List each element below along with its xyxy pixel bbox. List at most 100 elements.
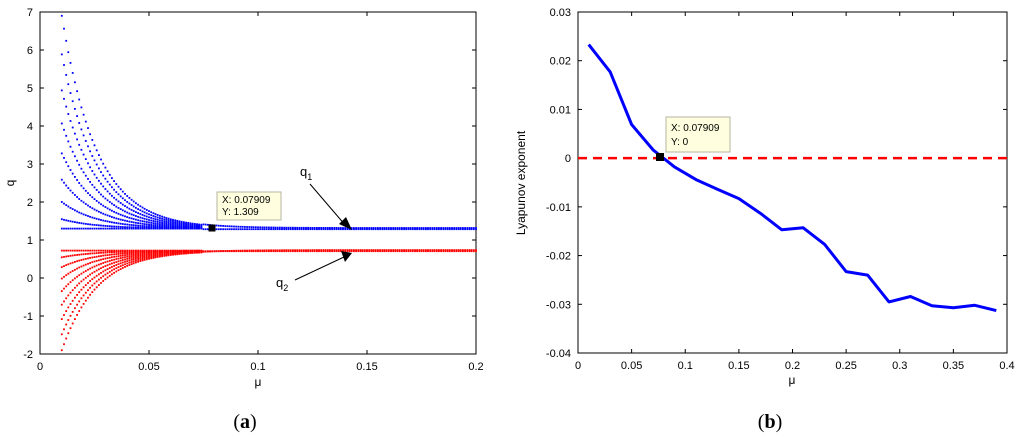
q2-point (63, 256, 65, 258)
q2-point (217, 250, 220, 253)
q2-point (411, 250, 414, 253)
q2-point (344, 249, 347, 251)
q1-point (248, 226, 251, 228)
q2-point (132, 260, 135, 263)
q2-point (292, 249, 294, 252)
q2-point (459, 249, 462, 251)
q1-point (126, 227, 129, 230)
q2-point (117, 251, 120, 253)
q2-point (95, 249, 98, 252)
y-tick-label: 0 (27, 273, 33, 285)
q2-point (145, 253, 148, 256)
q1-point (244, 226, 246, 228)
q1-point (329, 228, 331, 231)
q1-point (178, 225, 181, 227)
q1-point (111, 225, 113, 228)
q2-point (63, 287, 65, 290)
q1-point (65, 39, 68, 42)
q1-point (104, 188, 107, 190)
q1-point (335, 228, 338, 231)
q2-point (130, 257, 133, 259)
q1-point (91, 216, 94, 219)
q1-point (74, 209, 76, 212)
q2-point (265, 250, 268, 253)
q2-point (82, 253, 85, 256)
q1-point (84, 174, 87, 177)
q1-point (139, 209, 142, 212)
q1-point (150, 223, 153, 226)
q1-point (111, 227, 113, 230)
q2-point (296, 249, 299, 252)
q1-point (91, 227, 94, 230)
q2-point (98, 252, 100, 254)
q1-point (74, 221, 76, 223)
q1-point (106, 227, 109, 230)
datatip-b: X: 0.07909 Y: 0 (656, 116, 731, 161)
q1-point (148, 216, 150, 219)
q2-point (95, 269, 98, 272)
q1-point (416, 227, 418, 229)
q1-point (320, 228, 323, 231)
q1-point (292, 228, 294, 231)
q2-point (74, 286, 76, 289)
q1-point (74, 81, 76, 84)
q1-point (82, 153, 85, 156)
datatip-a: X: 0.07909 Y: 1.309 (208, 191, 282, 232)
q1-point (176, 225, 179, 227)
q2-point (82, 258, 85, 261)
q1-point (102, 195, 105, 198)
q1-point (115, 227, 118, 230)
q2-point (115, 251, 118, 253)
q2-point (93, 260, 96, 263)
q1-point (91, 183, 94, 186)
q2-point (322, 249, 325, 251)
q2-point (278, 250, 281, 253)
q2-point (69, 314, 72, 317)
q1-point (396, 228, 399, 231)
q1-point (124, 210, 126, 213)
q1-point (117, 185, 120, 188)
q1-point (233, 225, 235, 228)
q1-point (377, 228, 379, 231)
q1-point (71, 220, 74, 223)
q1-point (117, 200, 120, 203)
q2-point (200, 251, 203, 254)
q2-point (130, 261, 133, 263)
q1-point (355, 227, 357, 229)
q1-point (93, 186, 96, 189)
q1-point (261, 226, 264, 229)
q1-point (60, 178, 63, 181)
q2-point (215, 250, 218, 253)
q2-point (457, 249, 460, 251)
q1-point (117, 227, 120, 230)
q2-point (115, 253, 118, 255)
q1-point (457, 228, 460, 231)
q1-point (361, 228, 364, 231)
q1-point (102, 212, 105, 215)
q1-point (372, 228, 375, 231)
q1-point (470, 228, 473, 231)
q2-point (418, 249, 421, 251)
q2-point (139, 251, 142, 254)
q2-point (115, 258, 118, 260)
q1-point (124, 226, 126, 228)
q2-point (126, 250, 129, 253)
q2-point (115, 270, 118, 273)
q1-point (115, 183, 118, 185)
q1-point (152, 220, 155, 222)
q2-point (418, 250, 421, 253)
q1-point (174, 224, 177, 227)
q2-point (472, 250, 475, 253)
q1-point (130, 213, 133, 216)
q1-point (333, 227, 336, 229)
q1-point (455, 227, 458, 229)
q1-point (418, 228, 421, 231)
q1-point (113, 221, 115, 224)
q2-point (80, 265, 83, 268)
q1-point (156, 216, 159, 219)
q2-point (420, 250, 423, 253)
q2-point (433, 249, 436, 251)
q1-point (163, 218, 166, 221)
q1-point (331, 228, 333, 231)
q1-point (137, 212, 139, 214)
